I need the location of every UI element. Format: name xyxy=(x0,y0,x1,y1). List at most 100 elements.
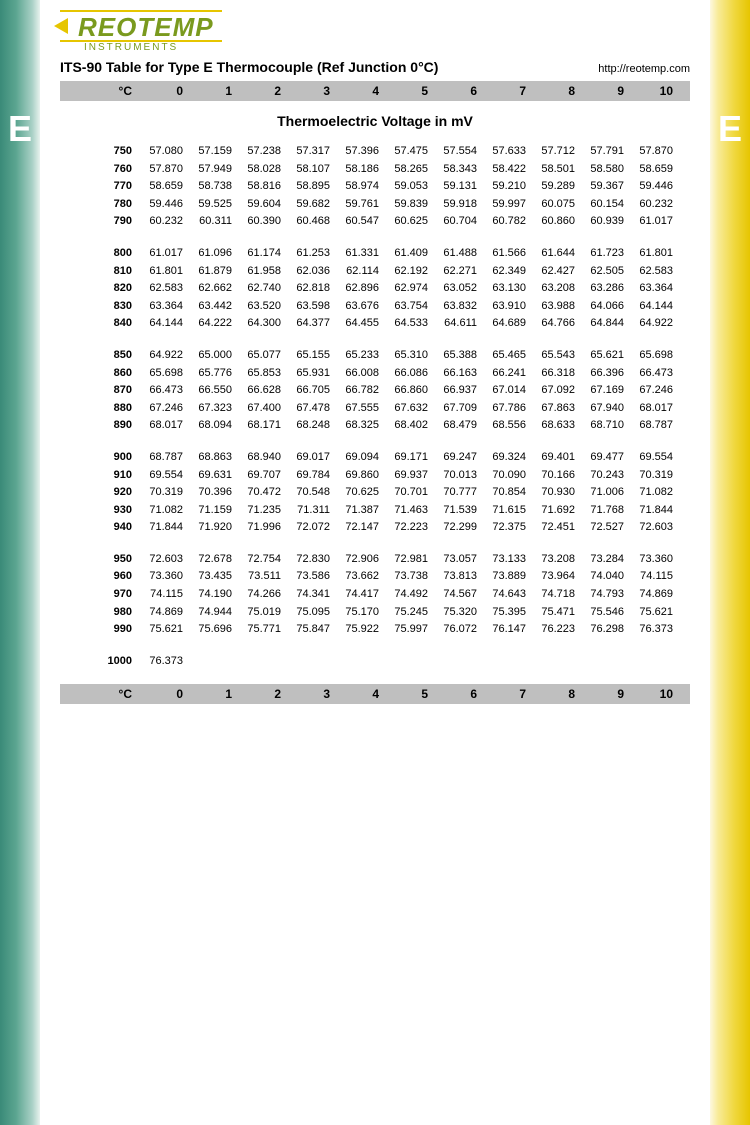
cell-value: 75.696 xyxy=(187,621,236,639)
cell-value: 58.659 xyxy=(138,178,187,196)
row-temp-label: 1000 xyxy=(100,653,138,671)
cell-value: 63.832 xyxy=(432,298,481,316)
cell-value: 75.771 xyxy=(236,621,285,639)
col-header-unit: °C xyxy=(60,84,138,98)
table-row: 85064.92265.00065.07765.15565.23365.3106… xyxy=(100,347,690,365)
cell-value: 68.017 xyxy=(138,417,187,435)
table-row: 83063.36463.44263.52063.59863.67663.7546… xyxy=(100,298,690,316)
cell-value: 60.075 xyxy=(530,196,579,214)
cell-value: 74.793 xyxy=(579,586,628,604)
cell-value: 67.555 xyxy=(334,400,383,418)
cell-value: 72.603 xyxy=(138,551,187,569)
cell-value: 75.546 xyxy=(579,604,628,622)
cell-value: 65.543 xyxy=(530,347,579,365)
cell-value: 66.782 xyxy=(334,382,383,400)
row-temp-label: 800 xyxy=(100,245,138,263)
table-row: 98074.86974.94475.01975.09575.17075.2457… xyxy=(100,604,690,622)
cell-value: 64.455 xyxy=(334,315,383,333)
cell-value: 67.246 xyxy=(628,382,677,400)
row-temp-label: 880 xyxy=(100,400,138,418)
cell-value: 73.360 xyxy=(628,551,677,569)
page-content: REOTEMP INSTRUMENTS ITS-90 Table for Typ… xyxy=(40,0,710,1125)
cell-value: 58.816 xyxy=(236,178,285,196)
cell-value: 74.190 xyxy=(187,586,236,604)
cell-value: 67.014 xyxy=(481,382,530,400)
cell-value: 74.341 xyxy=(285,586,334,604)
cell-value: 75.997 xyxy=(383,621,432,639)
cell-value: 69.784 xyxy=(285,467,334,485)
cell-value: 57.554 xyxy=(432,143,481,161)
cell-value: 69.171 xyxy=(383,449,432,467)
cell-value: 71.159 xyxy=(187,502,236,520)
cell-value: 76.373 xyxy=(628,621,677,639)
cell-value: 57.633 xyxy=(481,143,530,161)
cell-value: 75.621 xyxy=(138,621,187,639)
cell-value: 57.080 xyxy=(138,143,187,161)
cell-value: 57.870 xyxy=(138,161,187,179)
cell-value: 74.492 xyxy=(383,586,432,604)
cell-value: 61.723 xyxy=(579,245,628,263)
cell-value: 63.130 xyxy=(481,280,530,298)
cell-value: 59.446 xyxy=(138,196,187,214)
cell-value: 72.299 xyxy=(432,519,481,537)
cell-value: 66.163 xyxy=(432,365,481,383)
cell-value: 73.133 xyxy=(481,551,530,569)
cell-value: 63.988 xyxy=(530,298,579,316)
logo-subtext: INSTRUMENTS xyxy=(60,42,222,53)
cell-value: 57.475 xyxy=(383,143,432,161)
cell-value: 60.232 xyxy=(138,213,187,231)
cell-value: 70.777 xyxy=(432,484,481,502)
col-header-3: 3 xyxy=(285,84,334,98)
cell-value: 70.166 xyxy=(530,467,579,485)
cell-value: 64.144 xyxy=(138,315,187,333)
cell-value: 68.787 xyxy=(628,417,677,435)
col-header-5: 5 xyxy=(383,687,432,701)
cell-value: 61.801 xyxy=(138,263,187,281)
table-row: 77058.65958.73858.81658.89558.97459.0535… xyxy=(100,178,690,196)
col-header-8: 8 xyxy=(530,84,579,98)
cell-value: 59.446 xyxy=(628,178,677,196)
cell-value: 71.768 xyxy=(579,502,628,520)
col-header-6: 6 xyxy=(432,687,481,701)
cell-value: 60.782 xyxy=(481,213,530,231)
cell-value: 61.174 xyxy=(236,245,285,263)
row-temp-label: 890 xyxy=(100,417,138,435)
data-group: 85064.92265.00065.07765.15565.23365.3106… xyxy=(100,347,690,435)
cell-value: 59.131 xyxy=(432,178,481,196)
cell-value: 68.479 xyxy=(432,417,481,435)
table-row: 99075.62175.69675.77175.84775.92275.9977… xyxy=(100,621,690,639)
cell-value: 58.265 xyxy=(383,161,432,179)
cell-value: 64.222 xyxy=(187,315,236,333)
table-row: 100076.373 xyxy=(100,653,690,671)
cell-value: 76.072 xyxy=(432,621,481,639)
cell-value: 63.598 xyxy=(285,298,334,316)
cell-value: 74.567 xyxy=(432,586,481,604)
cell-value: 64.066 xyxy=(579,298,628,316)
cell-value: 62.583 xyxy=(138,280,187,298)
col-header-10: 10 xyxy=(628,84,677,98)
cell-value: 72.375 xyxy=(481,519,530,537)
cell-value: 68.402 xyxy=(383,417,432,435)
cell-value: 62.271 xyxy=(432,263,481,281)
cell-value: 71.615 xyxy=(481,502,530,520)
table-row: 75057.08057.15957.23857.31757.39657.4755… xyxy=(100,143,690,161)
cell-value: 67.786 xyxy=(481,400,530,418)
cell-value: 61.801 xyxy=(628,245,677,263)
col-header-4: 4 xyxy=(334,687,383,701)
col-header-10: 10 xyxy=(628,687,677,701)
table-row: 81061.80161.87961.95862.03662.11462.1926… xyxy=(100,263,690,281)
cell-value: 74.115 xyxy=(628,568,677,586)
cell-value: 70.625 xyxy=(334,484,383,502)
cell-value: 71.235 xyxy=(236,502,285,520)
row-temp-label: 850 xyxy=(100,347,138,365)
cell-value: 70.396 xyxy=(187,484,236,502)
cell-value: 75.320 xyxy=(432,604,481,622)
cell-value: 72.830 xyxy=(285,551,334,569)
cell-value: 67.863 xyxy=(530,400,579,418)
cell-value: 75.395 xyxy=(481,604,530,622)
table-row: 96073.36073.43573.51173.58673.66273.7387… xyxy=(100,568,690,586)
cell-value: 62.036 xyxy=(285,263,334,281)
data-group: 100076.373 xyxy=(100,653,690,671)
table-row: 95072.60372.67872.75472.83072.90672.9817… xyxy=(100,551,690,569)
cell-value: 70.243 xyxy=(579,467,628,485)
